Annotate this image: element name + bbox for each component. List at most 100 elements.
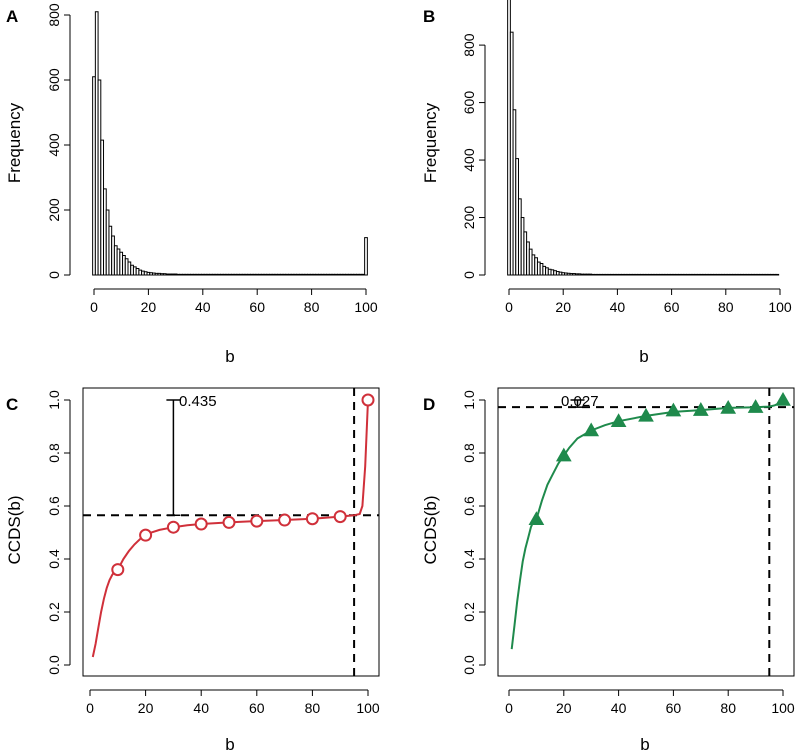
panel-c: C 0 20 40 60 80 100 0.00.20.40.60.81.0 0.435 … <box>5 387 380 754</box>
panel-d-x-tick-label: 20 <box>556 700 572 716</box>
panel-c-x-tick-label: 60 <box>249 700 265 716</box>
panel-b-x-axis: 0 20 40 60 80 100 <box>505 288 792 315</box>
panel-c-y-axis: 0.0 0.2 0.4 0.6 0.8 1.0 <box>46 390 71 675</box>
panel-d-y-tick-label: 0.2 <box>461 602 477 622</box>
panel-c-y-tick-label: 0.0 <box>46 655 62 675</box>
panel-b-bars <box>507 0 780 276</box>
panel-letter-a: A <box>6 7 18 26</box>
panel-c-x-tick-label: 40 <box>193 700 209 716</box>
panel-c-point <box>194 517 208 531</box>
panel-a-y-tick-label: 200 <box>46 198 62 222</box>
panel-b-bar <box>775 273 780 276</box>
panel-b-x-tick-label: 60 <box>664 299 680 315</box>
panel-b-y-tick-label: 800 <box>461 33 477 57</box>
panel-b: B 0 20 40 60 80 100 0 200 400 600 800 b Frequency <box>421 0 792 366</box>
panel-d-x-tick-label: 80 <box>720 700 736 716</box>
panel-a-y-tick-label: 600 <box>46 68 62 92</box>
panel-d-point <box>720 399 737 414</box>
panel-c-x-tick-label: 20 <box>138 700 154 716</box>
panel-a-x-tick-label: 60 <box>249 299 265 315</box>
panel-c-point <box>166 520 180 534</box>
panel-c-ylabel: CCDS(b) <box>5 496 24 565</box>
panel-a-x-tick-label: 40 <box>195 299 211 315</box>
panel-c-x-tick-label: 80 <box>305 700 321 716</box>
panel-d-x-tick-label: 60 <box>666 700 682 716</box>
panel-a-x-tick-label: 80 <box>304 299 320 315</box>
panel-b-x-tick-label: 20 <box>555 299 571 315</box>
panel-c-y-tick-label: 0.6 <box>46 496 62 516</box>
panel-b-y-tick-label: 200 <box>461 206 477 230</box>
panel-d-y-tick-label: 0.4 <box>461 549 477 569</box>
panel-d-point <box>692 402 709 416</box>
panel-b-x-tick-label: 0 <box>505 299 513 315</box>
panel-d-y-tick-label: 0.6 <box>461 496 477 516</box>
panel-d-x-tick-label: 40 <box>611 700 627 716</box>
panel-b-xlabel: b <box>639 347 648 366</box>
panel-b-x-tick-label: 40 <box>610 299 626 315</box>
panel-d-ylabel: CCDS(b) <box>421 496 440 565</box>
panel-c-point <box>333 510 347 524</box>
panel-d-point <box>583 422 600 437</box>
panel-a: A 0 20 40 60 80 100 0 200 400 600 800 b Frequency <box>5 3 378 366</box>
panel-c-gap-label: 0.435 <box>179 393 217 410</box>
panel-a-y-tick-label: 0 <box>46 271 62 279</box>
panel-c-y-tick-label: 0.4 <box>46 549 62 569</box>
panel-d-point <box>528 511 545 525</box>
panel-d-frame <box>497 387 795 677</box>
panel-b-x-tick-label: 80 <box>718 299 734 315</box>
panel-c-xlabel: b <box>225 735 234 754</box>
panel-d-point <box>610 413 627 427</box>
panel-d: D 0 20 40 60 80 100 0.00.20.40.60.81.0 0.027 … <box>421 387 795 754</box>
panel-d-x-axis: 0 20 40 60 80 100 <box>505 689 795 716</box>
panel-d-plot <box>498 388 794 676</box>
panel-d-y-axis: 0.0 0.2 0.4 0.6 0.8 1.0 <box>461 390 486 675</box>
panel-d-x-tick-label: 100 <box>771 700 795 716</box>
panel-d-y-tick-label: 0.8 <box>461 443 477 463</box>
panel-d-x-tick-label: 0 <box>505 700 513 716</box>
panel-d-point <box>747 399 764 413</box>
panel-c-plot <box>83 388 379 676</box>
panel-b-y-axis: 0 200 400 600 800 <box>461 33 486 279</box>
panel-b-y-tick-label: 600 <box>461 91 477 115</box>
panel-letter-b: B <box>423 7 435 26</box>
panel-c-frame <box>82 387 380 677</box>
panel-a-y-tick-label: 400 <box>46 133 62 157</box>
panel-a-xlabel: b <box>225 347 234 366</box>
panel-d-series-line <box>510 399 784 650</box>
panel-a-x-axis: 0 20 40 60 80 100 <box>90 288 378 315</box>
panel-d-y-tick-label: 0.0 <box>461 655 477 675</box>
panel-c-x-tick-label: 100 <box>356 700 380 716</box>
panel-b-ylabel: Frequency <box>421 102 440 183</box>
panel-d-point <box>555 447 572 462</box>
panel-d-gap-label: 0.027 <box>561 393 599 410</box>
panel-a-x-tick-label: 100 <box>354 299 378 315</box>
panel-a-x-tick-label: 0 <box>90 299 98 315</box>
panel-b-x-tick-label: 100 <box>768 299 792 315</box>
panel-b-y-tick-label: 400 <box>461 148 477 172</box>
panel-d-point <box>665 402 682 417</box>
panel-c-x-tick-label: 0 <box>86 700 94 716</box>
panel-c-point <box>305 512 319 526</box>
panel-d-y-tick-label: 1.0 <box>461 390 477 410</box>
panel-c-point <box>250 514 264 528</box>
panel-a-ylabel: Frequency <box>5 102 24 183</box>
panel-c-point <box>222 515 236 529</box>
panel-d-point <box>775 391 791 406</box>
panel-c-point <box>139 528 153 542</box>
panel-b-y-tick-label: 0 <box>461 271 477 279</box>
panel-a-y-axis: 0 200 400 600 800 <box>46 3 71 279</box>
panel-c-point <box>361 393 375 407</box>
panel-c-point <box>278 513 292 527</box>
panel-c-y-tick-label: 0.2 <box>46 602 62 622</box>
panel-letter-d: D <box>423 395 435 414</box>
panel-d-point <box>638 407 654 422</box>
panel-c-point <box>111 563 125 577</box>
panel-a-y-tick-label: 800 <box>46 3 62 27</box>
panel-c-y-tick-label: 0.8 <box>46 443 62 463</box>
panel-c-y-tick-label: 1.0 <box>46 390 62 410</box>
panel-letter-c: C <box>6 395 18 414</box>
panel-a-bar <box>364 237 368 276</box>
panel-a-bars <box>92 11 368 276</box>
panel-d-xlabel: b <box>640 735 649 754</box>
